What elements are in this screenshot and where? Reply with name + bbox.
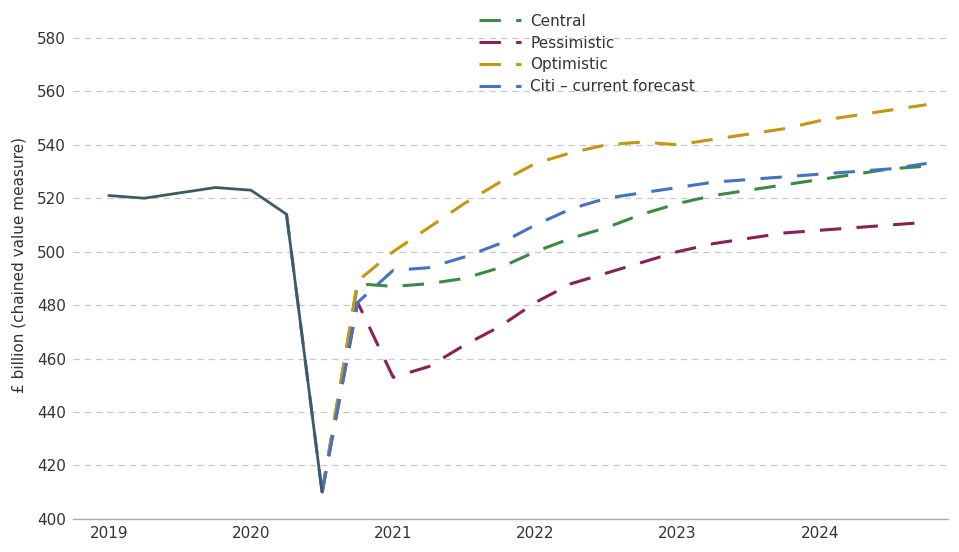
Optimistic: [316, 489, 328, 496]
Central: [565, 235, 576, 242]
Pessimistic: [708, 240, 719, 247]
Optimistic: [708, 136, 719, 143]
Pessimistic: [850, 224, 861, 231]
Optimistic: [529, 160, 541, 167]
Optimistic: [743, 131, 755, 137]
Citi – current forecast: [708, 179, 719, 185]
Optimistic: [921, 102, 932, 108]
Central: [850, 171, 861, 177]
Central: [814, 176, 826, 183]
Pessimistic: [458, 342, 470, 348]
Y-axis label: £ billion (chained value measure): £ billion (chained value measure): [12, 137, 26, 393]
Citi – current forecast: [743, 176, 755, 183]
Citi – current forecast: [458, 254, 470, 261]
Central: [387, 283, 399, 290]
Central: [921, 163, 932, 169]
Citi – current forecast: [494, 240, 505, 247]
Pessimistic: [637, 259, 648, 266]
Optimistic: [352, 278, 363, 284]
Citi – current forecast: [885, 166, 897, 172]
Line: Pessimistic: Pessimistic: [322, 222, 926, 492]
Citi – current forecast: [565, 205, 576, 212]
Optimistic: [885, 107, 897, 113]
Central: [423, 280, 434, 287]
Citi – current forecast: [600, 195, 612, 201]
Optimistic: [423, 224, 434, 231]
Central: [494, 264, 505, 271]
Central: [708, 192, 719, 199]
Citi – current forecast: [529, 221, 541, 228]
Citi – current forecast: [779, 173, 790, 180]
Citi – current forecast: [637, 189, 648, 196]
Central: [529, 248, 541, 255]
Central: [316, 489, 328, 496]
Optimistic: [565, 150, 576, 156]
Optimistic: [850, 112, 861, 119]
Line: Central: Central: [322, 166, 926, 492]
Pessimistic: [921, 219, 932, 226]
Central: [743, 187, 755, 194]
Central: [885, 166, 897, 172]
Optimistic: [600, 141, 612, 148]
Pessimistic: [316, 489, 328, 496]
Pessimistic: [743, 235, 755, 242]
Citi – current forecast: [814, 171, 826, 177]
Optimistic: [672, 141, 684, 148]
Optimistic: [494, 179, 505, 185]
Central: [600, 224, 612, 231]
Legend: Central, Pessimistic, Optimistic, Citi – current forecast: Central, Pessimistic, Optimistic, Citi –…: [479, 14, 695, 94]
Pessimistic: [565, 280, 576, 287]
Pessimistic: [779, 230, 790, 236]
Central: [779, 182, 790, 188]
Pessimistic: [600, 270, 612, 277]
Pessimistic: [672, 248, 684, 255]
Optimistic: [637, 139, 648, 145]
Pessimistic: [387, 374, 399, 380]
Citi – current forecast: [850, 168, 861, 175]
Optimistic: [387, 248, 399, 255]
Citi – current forecast: [352, 299, 363, 306]
Citi – current forecast: [387, 267, 399, 274]
Citi – current forecast: [921, 160, 932, 167]
Citi – current forecast: [672, 184, 684, 191]
Pessimistic: [423, 363, 434, 370]
Citi – current forecast: [316, 489, 328, 496]
Pessimistic: [494, 323, 505, 330]
Pessimistic: [814, 227, 826, 233]
Central: [637, 211, 648, 217]
Citi – current forecast: [423, 264, 434, 271]
Central: [458, 275, 470, 282]
Optimistic: [779, 125, 790, 132]
Pessimistic: [352, 299, 363, 306]
Optimistic: [458, 200, 470, 207]
Line: Citi – current forecast: Citi – current forecast: [322, 163, 926, 492]
Optimistic: [814, 118, 826, 124]
Central: [672, 200, 684, 207]
Central: [352, 280, 363, 287]
Pessimistic: [529, 299, 541, 306]
Line: Optimistic: Optimistic: [322, 105, 926, 492]
Pessimistic: [885, 221, 897, 228]
